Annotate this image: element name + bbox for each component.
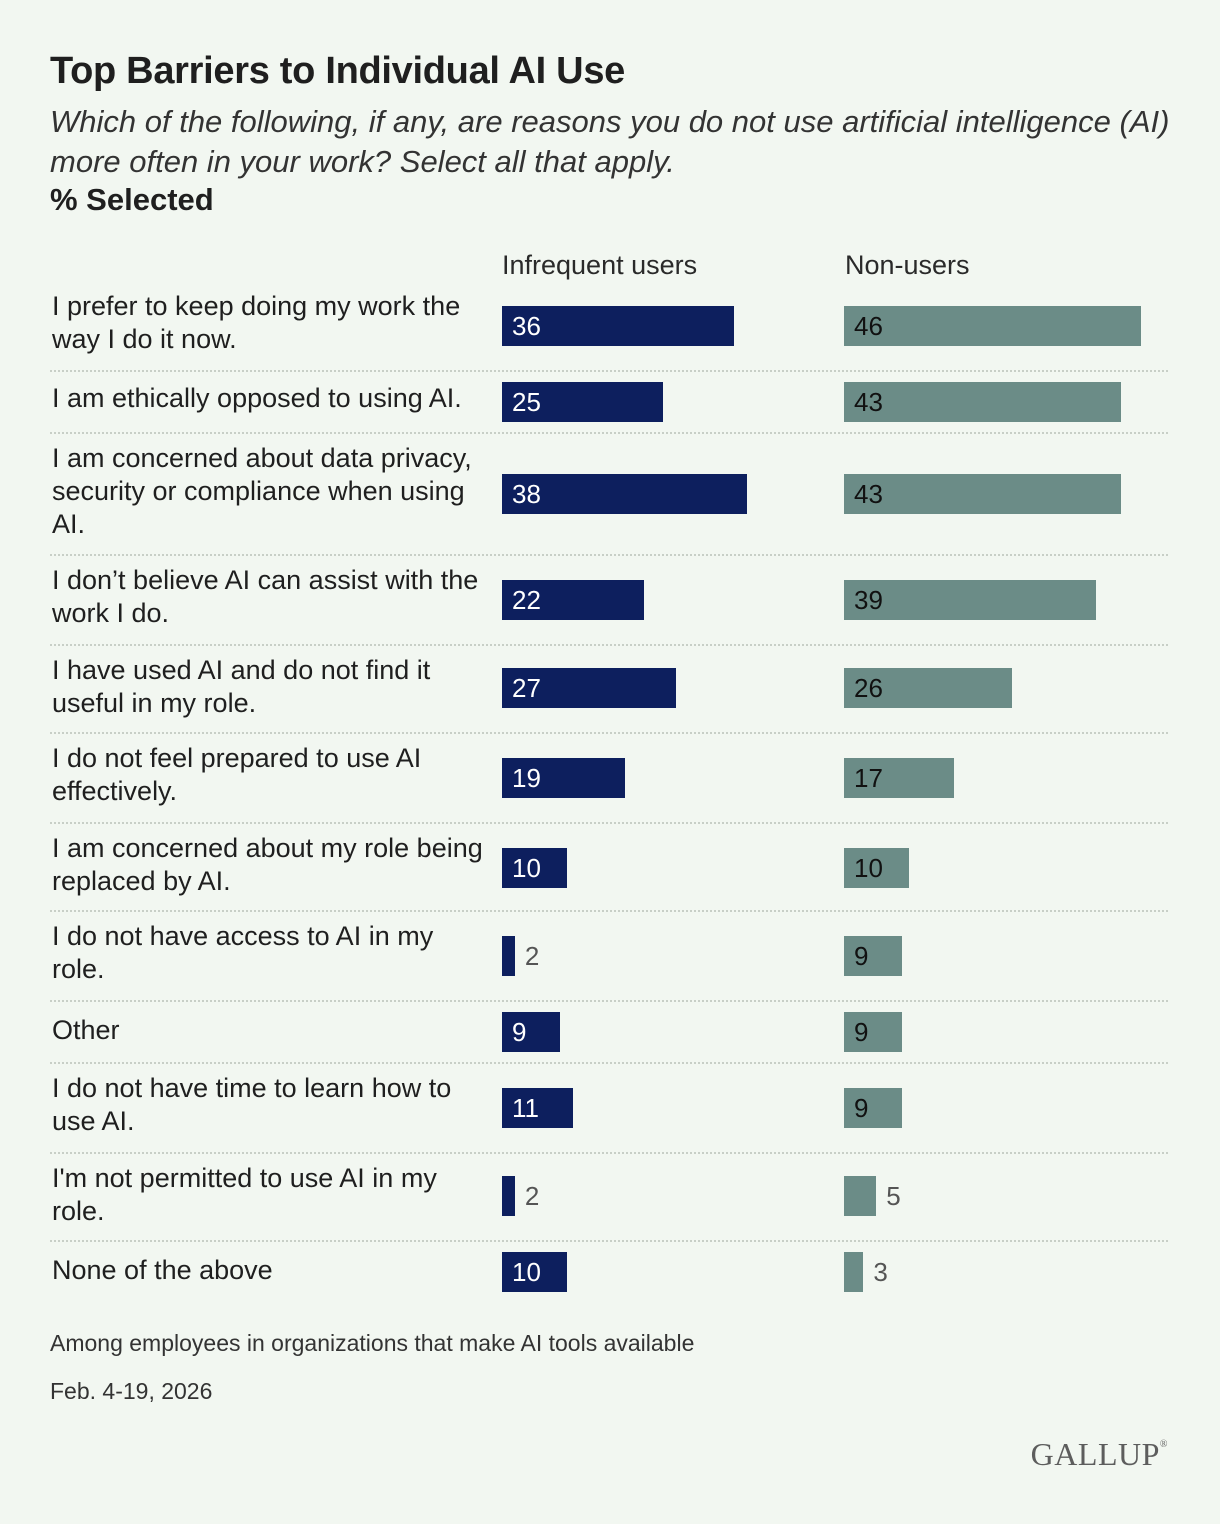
value-label-infrequent-cannot-assist: 22 [512,585,541,615]
bar-non-users-not-prepared [844,758,954,798]
category-label-ethically-opposed: I am ethically opposed to using AI. [52,383,462,413]
bar-infrequent-no-access [502,936,515,976]
footnote: Among employees in organizations that ma… [50,1330,695,1356]
bar-non-users-not-useful [844,668,1012,708]
row-separator [50,644,1168,646]
value-label-infrequent-none: 10 [512,1257,541,1287]
bar-non-users-other [844,1012,903,1052]
value-label-non-users-cannot-assist: 39 [854,585,883,615]
category-label-role-replaced: I am concerned about my role being repla… [52,833,483,896]
value-label-non-users-other: 9 [854,1017,869,1047]
row-separator [50,1062,1168,1064]
category-label-not-useful: I have used AI and do not find it useful… [52,655,431,718]
value-label-non-users-no-time: 9 [854,1093,869,1123]
row-separator [50,822,1168,824]
row-separator [50,554,1168,556]
value-label-non-users-role-replaced: 10 [854,853,883,883]
value-label-infrequent-ethically-opposed: 25 [512,387,541,417]
bar-infrequent-other [502,1012,561,1052]
bar-infrequent-data-privacy [502,474,748,514]
bar-non-users-no-access [844,936,903,976]
row-separator [50,370,1168,372]
value-label-infrequent-no-access: 2 [524,941,540,971]
series-header-infrequent-users: Infrequent users [502,250,698,280]
category-label-no-time: I do not have time to learn how to use A… [52,1073,452,1136]
row-separator [50,432,1168,434]
row-separator [50,1000,1168,1002]
category-label-no-access: I do not have access to AI in my role. [52,921,434,984]
bar-non-users-role-replaced [844,848,909,888]
series-header-non-users: Non-users [845,250,970,280]
category-label-not-permitted: I'm not permitted to use AI in my role. [52,1163,437,1226]
value-label-infrequent-no-time: 11 [512,1093,539,1123]
category-label-none: None of the above [52,1255,273,1285]
bar-non-users-cannot-assist [844,580,1096,620]
value-label-infrequent-prefer-current-way: 36 [512,311,541,341]
bar-infrequent-role-replaced [502,848,567,888]
value-label-non-users-not-useful: 26 [854,673,883,703]
category-label-not-prepared: I do not feel prepared to use AI effecti… [52,743,422,806]
row-separator [50,910,1168,912]
value-label-infrequent-not-permitted: 2 [524,1181,540,1211]
chart-subtitle: Which of the following, if any, are reas… [50,104,1170,179]
category-label-other: Other [52,1015,120,1045]
measure-label: % Selected [50,182,214,217]
value-label-non-users-not-prepared: 17 [854,763,883,793]
value-label-non-users-none: 3 [873,1257,888,1287]
bar-non-users-data-privacy [844,474,1122,514]
category-label-prefer-current-way: I prefer to keep doing my work the way I… [52,291,461,354]
bar-non-users-none [844,1252,864,1292]
bar-non-users-prefer-current-way [844,306,1141,346]
value-label-non-users-no-access: 9 [854,941,869,971]
value-label-infrequent-other: 9 [512,1017,527,1047]
category-label-cannot-assist: I don’t believe AI can assist with the w… [52,565,479,628]
value-label-infrequent-not-useful: 27 [512,673,541,703]
bar-infrequent-none [502,1252,567,1292]
row-separator [50,1152,1168,1154]
bar-infrequent-not-permitted [502,1176,515,1216]
bar-non-users-no-time [844,1088,903,1128]
value-label-non-users-ethically-opposed: 43 [854,387,883,417]
bar-infrequent-not-prepared [502,758,625,798]
bar-infrequent-ethically-opposed [502,382,664,422]
bar-infrequent-not-useful [502,668,677,708]
chart-title: Top Barriers to Individual AI Use [50,50,625,92]
category-label-data-privacy: I am concerned about data privacy, secur… [52,443,472,539]
bar-infrequent-no-time [502,1088,573,1128]
bar-infrequent-prefer-current-way [502,306,735,346]
row-separator [50,1240,1168,1242]
bar-non-users-ethically-opposed [844,382,1122,422]
value-label-non-users-prefer-current-way: 46 [854,311,883,341]
logo-registered-mark: ® [1159,1439,1168,1450]
gallup-logo: GALLUP® [1031,1436,1168,1473]
value-label-infrequent-data-privacy: 38 [512,479,541,509]
value-label-infrequent-not-prepared: 19 [512,763,541,793]
survey-date: Feb. 4-19, 2026 [50,1378,213,1404]
logo-text: GALLUP [1030,1436,1160,1472]
value-label-non-users-not-permitted: 5 [886,1181,901,1211]
bar-non-users-not-permitted [844,1176,877,1216]
row-separator [50,732,1168,734]
value-label-infrequent-role-replaced: 10 [512,853,541,883]
bar-infrequent-cannot-assist [502,580,644,620]
value-label-non-users-data-privacy: 43 [854,479,883,509]
